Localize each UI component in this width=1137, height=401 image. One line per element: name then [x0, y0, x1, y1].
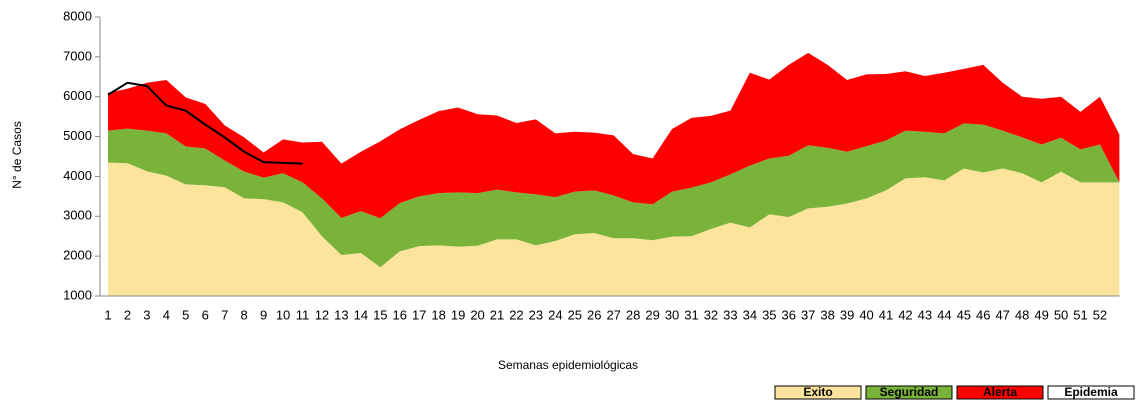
x-tick-label: 39 [840, 307, 854, 322]
x-tick-label: 43 [918, 307, 932, 322]
x-tick-label: 3 [143, 307, 150, 322]
x-axis-label: Semanas epidemiológicas [498, 358, 638, 372]
legend-swatch [865, 385, 953, 400]
y-tick-label: 1000 [63, 287, 92, 302]
legend-swatch [956, 385, 1044, 400]
x-tick-label: 15 [373, 307, 387, 322]
x-tick-label: 37 [801, 307, 815, 322]
x-tick-label: 46 [976, 307, 990, 322]
x-tick-label: 5 [182, 307, 189, 322]
x-tick-label: 23 [529, 307, 543, 322]
x-tick-label: 48 [1015, 307, 1029, 322]
x-tick-label: 34 [743, 307, 757, 322]
x-tick-label: 40 [859, 307, 873, 322]
y-tick-label: 2000 [63, 248, 92, 263]
x-tick-label: 38 [820, 307, 834, 322]
x-tick-label: 24 [548, 307, 562, 322]
legend-label: Alerta [983, 385, 1017, 399]
x-tick-label: 6 [202, 307, 209, 322]
x-tick-label: 50 [1054, 307, 1068, 322]
x-tick-label: 13 [334, 307, 348, 322]
y-tick-label: 8000 [63, 8, 92, 23]
x-tick-label: 45 [957, 307, 971, 322]
y-tick-label: 7000 [63, 48, 92, 63]
legend-label: Exito [803, 385, 832, 399]
x-tick-label: 30 [665, 307, 679, 322]
area [108, 52, 1120, 219]
x-tick-label: 31 [684, 307, 698, 322]
x-tick-label: 51 [1073, 307, 1087, 322]
x-tick-label: 8 [241, 307, 248, 322]
y-tick-label: 3000 [63, 208, 92, 223]
x-tick-label: 1 [104, 307, 111, 322]
y-tick-label: 4000 [63, 168, 92, 183]
x-tick-label: 26 [587, 307, 601, 322]
x-tick-label: 9 [260, 307, 267, 322]
x-tick-label: 27 [606, 307, 620, 322]
x-tick-label: 12 [315, 307, 329, 322]
legend-swatch [1047, 385, 1135, 400]
x-tick-label: 18 [431, 307, 445, 322]
x-tick-label: 28 [626, 307, 640, 322]
area [108, 123, 1120, 268]
cases-line [107, 81, 303, 165]
area [108, 162, 1120, 296]
legend-label: Seguridad [880, 385, 939, 399]
x-tick-label: 52 [1093, 307, 1107, 322]
x-tick-label: 2 [124, 307, 131, 322]
legend-swatch [774, 385, 862, 400]
x-tick-label: 41 [879, 307, 893, 322]
x-tick-label: 32 [704, 307, 718, 322]
x-tick-label: 17 [412, 307, 426, 322]
x-tick-label: 11 [296, 307, 310, 322]
x-tick-label: 22 [509, 307, 523, 322]
x-tick-label: 35 [762, 307, 776, 322]
x-tick-label: 4 [163, 307, 170, 322]
x-tick-label: 33 [723, 307, 737, 322]
x-tick-label: 29 [645, 307, 659, 322]
x-tick-label: 25 [568, 307, 582, 322]
x-tick-label: 44 [937, 307, 951, 322]
x-tick-label: 21 [490, 307, 504, 322]
x-tick-label: 20 [470, 307, 484, 322]
x-tick-label: 10 [276, 307, 290, 322]
y-tick-label: 6000 [63, 88, 92, 103]
x-tick-label: 47 [995, 307, 1009, 322]
x-tick-label: 16 [393, 307, 407, 322]
y-axis-label: N° de Casos [10, 121, 24, 189]
x-tick-label: 49 [1034, 307, 1048, 322]
legend-label: Epidemia [1064, 385, 1118, 399]
x-tick-label: 42 [898, 307, 912, 322]
x-tick-label: 36 [782, 307, 796, 322]
y-tick-label: 5000 [63, 128, 92, 143]
x-tick-label: 14 [354, 307, 368, 322]
x-tick-label: 7 [221, 307, 228, 322]
x-tick-label: 19 [451, 307, 465, 322]
